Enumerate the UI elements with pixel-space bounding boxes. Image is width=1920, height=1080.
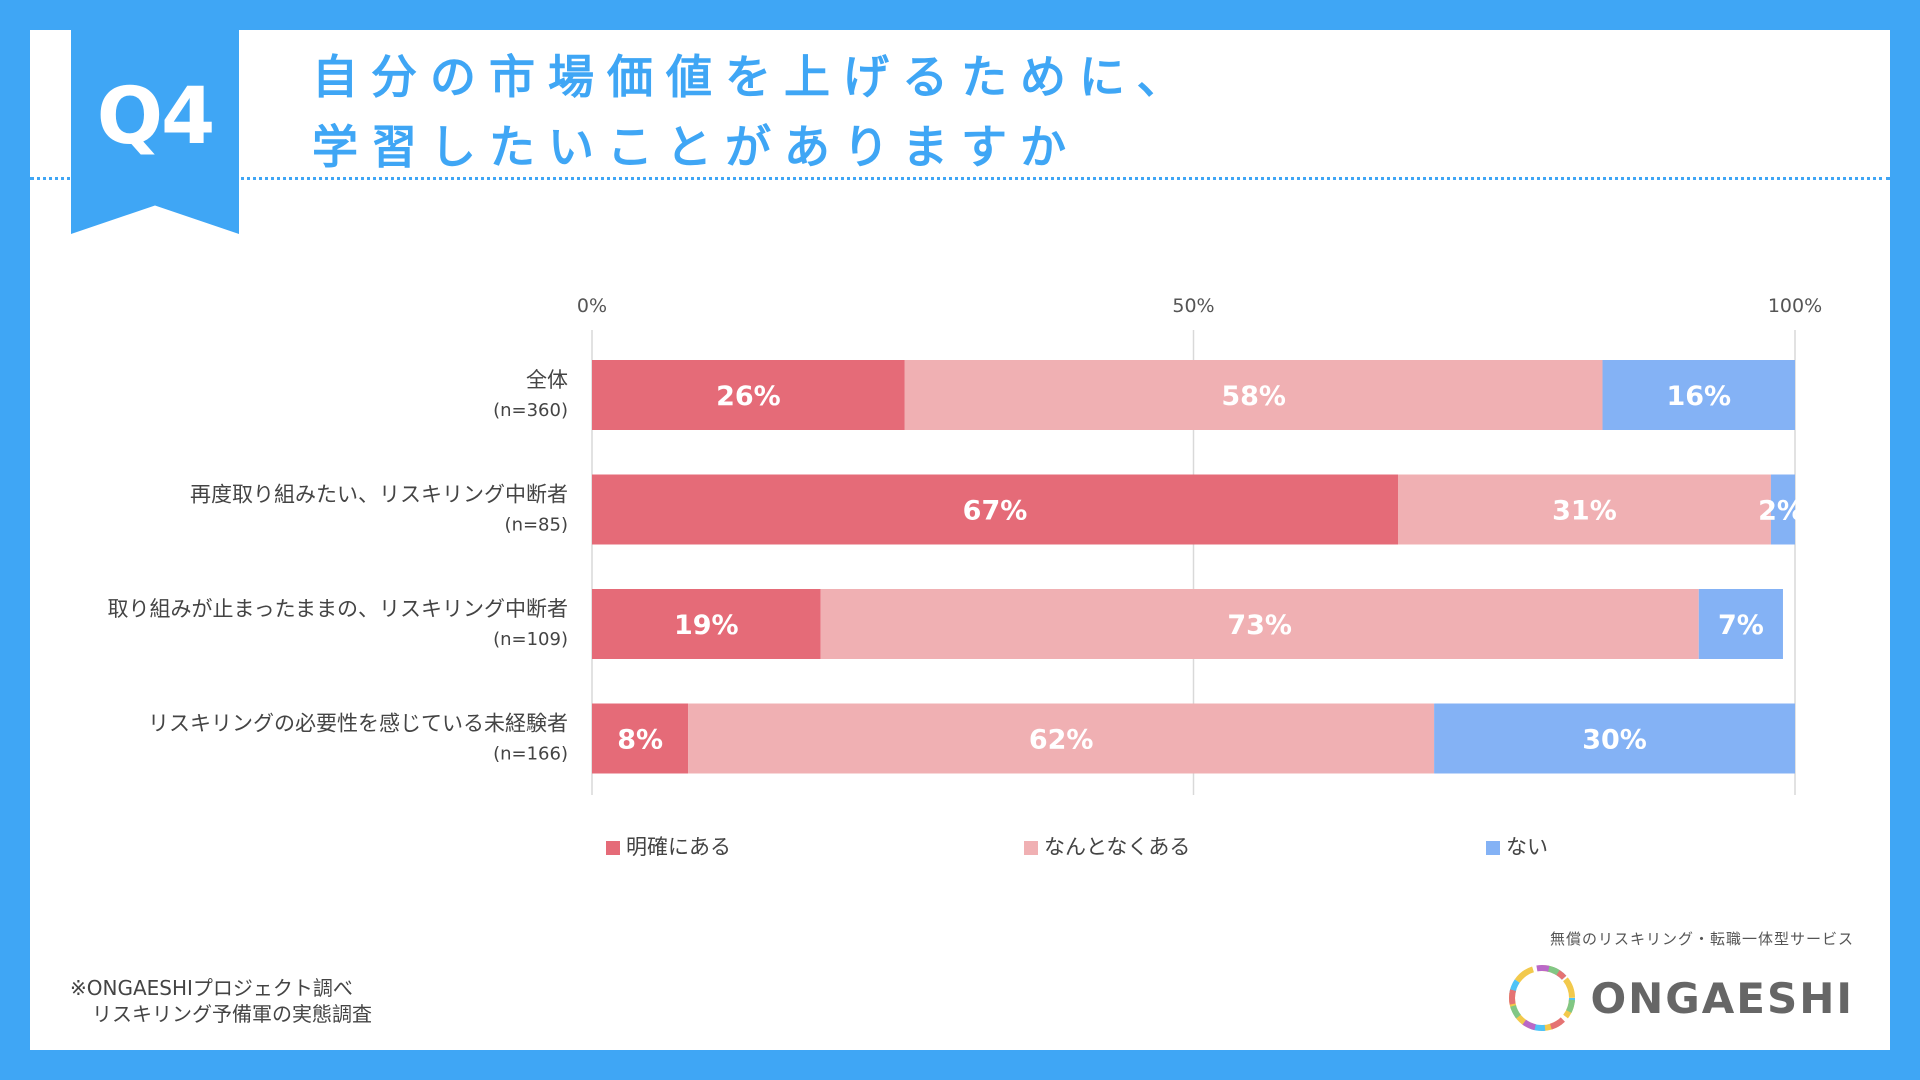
bar-segment xyxy=(592,703,689,774)
source-line-1: ※ONGAESHIプロジェクト調べ xyxy=(70,976,353,1000)
data-label: 19% xyxy=(674,610,739,641)
logo-text: ONGAESHI xyxy=(1590,973,1854,1023)
data-label: 62% xyxy=(1029,725,1094,756)
x-tick-label: 100% xyxy=(1768,295,1822,317)
category-n-label: (n=85) xyxy=(505,515,568,536)
data-label: 26% xyxy=(716,381,781,412)
bar-segment xyxy=(592,474,1399,545)
legend-label: 明確にある xyxy=(626,835,731,859)
bar-segment xyxy=(1770,474,1795,545)
bar-segment xyxy=(592,360,905,430)
legend-label: ない xyxy=(1506,835,1548,859)
category-n-label: (n=109) xyxy=(493,629,568,650)
data-label: 31% xyxy=(1552,496,1617,527)
data-label: 67% xyxy=(963,496,1028,527)
brand-logo: ONGAESHI xyxy=(1506,962,1854,1034)
logo-mark-icon xyxy=(1509,965,1576,1031)
bar-segment xyxy=(688,703,1435,774)
category-label: 再度取り組みたい、リスキリング中断者 xyxy=(190,483,568,507)
category-n-label: (n=166) xyxy=(493,744,568,765)
legend-label: なんとなくある xyxy=(1044,835,1190,859)
bar-segment xyxy=(1398,474,1771,545)
question-badge: Q4 xyxy=(71,30,239,234)
card: Q4 自分の市場価値を上げるために、 学習したいことがありますか 0% 50% 10… xyxy=(30,30,1890,1050)
title-line-2: 学習したいことがありますか xyxy=(312,120,1079,174)
x-tick-label: 50% xyxy=(1172,295,1214,317)
data-label: 7% xyxy=(1718,610,1764,641)
legend-swatch xyxy=(1486,841,1500,855)
question-number: Q4 xyxy=(96,72,216,162)
legend-swatch xyxy=(1024,841,1038,855)
bar-segment xyxy=(1602,360,1795,430)
source-note: ※ONGAESHIプロジェクト調べ リスキリング予備軍の実態調査 xyxy=(70,975,372,1027)
data-label: 73% xyxy=(1227,610,1292,641)
x-tick-label: 0% xyxy=(577,295,607,317)
service-tagline: 無償のリスキリング・転職一体型サービス xyxy=(1549,930,1854,948)
category-label: 取り組みが止まったままの、リスキリング中断者 xyxy=(107,597,568,621)
title-line-1: 自分の市場価値を上げるために、 xyxy=(312,50,1196,104)
bar-segment xyxy=(820,589,1699,659)
category-label: 全体 xyxy=(526,368,568,392)
bar-segment xyxy=(1698,589,1783,659)
data-label: 30% xyxy=(1582,725,1647,756)
bar-segment xyxy=(1434,703,1795,774)
legend-swatch xyxy=(606,841,620,855)
source-line-2: リスキリング予備軍の実態調査 xyxy=(92,1002,372,1026)
data-label: 8% xyxy=(617,725,663,756)
header-divider xyxy=(30,177,1890,180)
page-title: 自分の市場価値を上げるために、 学習したいことがありますか xyxy=(312,42,1196,182)
stacked-bar-chart: 0% 50% 100% 26% 58% 16% 全体 (n=360) 67% 31% 2% 再度取り組… xyxy=(107,295,1822,859)
category-label: リスキリングの必要性を感じている未経験者 xyxy=(148,712,568,736)
bar-segment xyxy=(592,589,821,659)
data-label: 58% xyxy=(1221,381,1286,412)
bar-segment xyxy=(904,360,1603,430)
category-n-label: (n=360) xyxy=(493,400,568,421)
data-label: 16% xyxy=(1666,381,1731,412)
data-label: 2% xyxy=(1758,496,1804,527)
